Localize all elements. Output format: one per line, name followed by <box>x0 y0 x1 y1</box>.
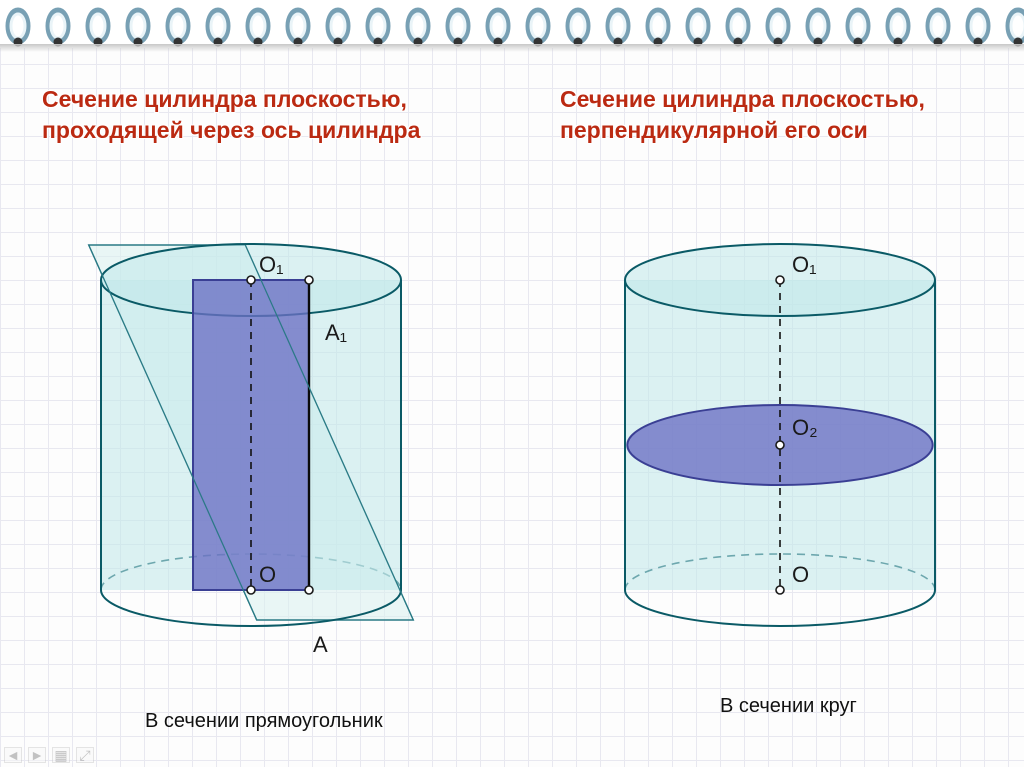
binding-shadow <box>0 44 1024 52</box>
title-left: Сечение цилиндра плоскостью, проходящей … <box>42 84 462 146</box>
svg-text:О: О <box>259 562 276 587</box>
slide-nav: ◄ ► ▦ ⤢ <box>4 747 94 763</box>
nav-expand-icon[interactable]: ⤢ <box>76 747 94 763</box>
diagram-axial-section: О₁ А₁ О А <box>36 225 476 695</box>
diagram-perpendicular-section: О₁ О₂ О <box>560 225 1000 695</box>
spiral-binding <box>0 0 1024 48</box>
title-right: Сечение цилиндра плоскостью, перпенди­ку… <box>560 84 980 146</box>
nav-grid-icon[interactable]: ▦ <box>52 747 70 763</box>
svg-text:А: А <box>313 632 328 657</box>
svg-text:О₁: О₁ <box>259 252 284 277</box>
svg-text:О₂: О₂ <box>792 415 818 440</box>
nav-next-icon[interactable]: ► <box>28 747 46 763</box>
caption-left: В сечении прямоугольник <box>145 710 383 733</box>
svg-text:О: О <box>792 562 809 587</box>
svg-text:А₁: А₁ <box>325 320 347 345</box>
nav-prev-icon[interactable]: ◄ <box>4 747 22 763</box>
caption-right: В сечении круг <box>720 695 857 718</box>
svg-text:О₁: О₁ <box>792 252 817 277</box>
